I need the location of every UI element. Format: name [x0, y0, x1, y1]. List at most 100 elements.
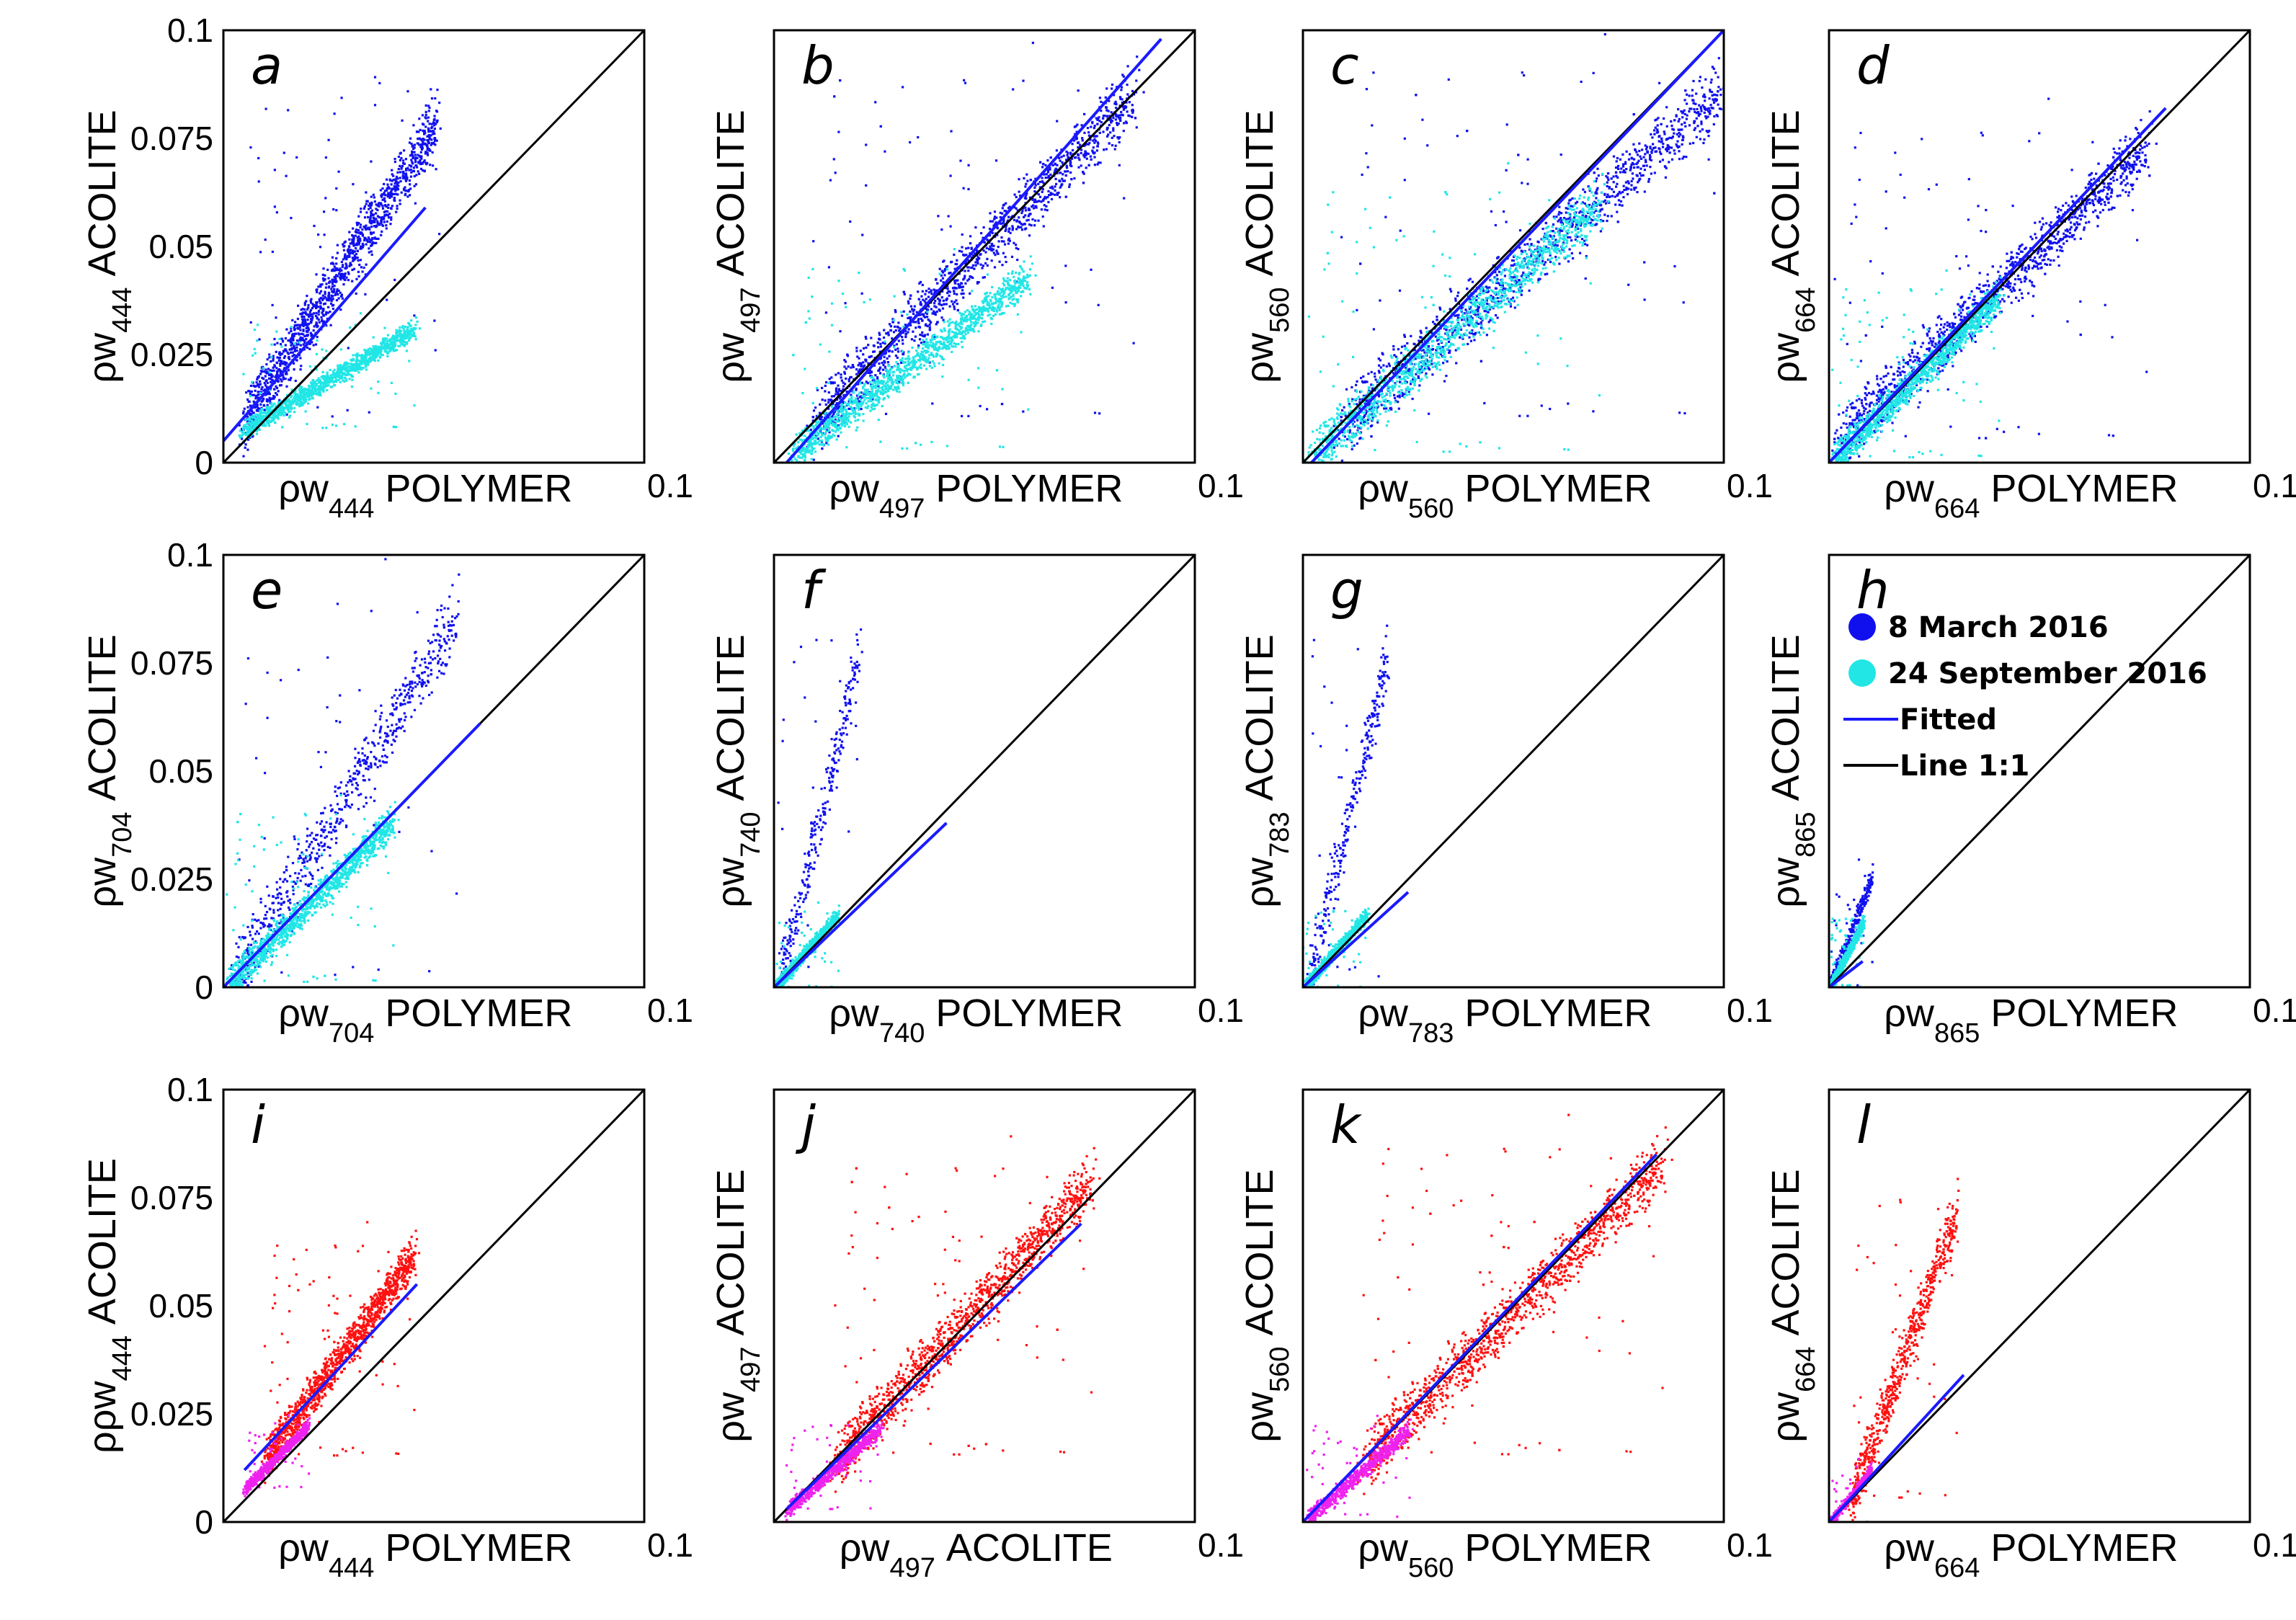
data-point	[879, 357, 883, 360]
data-point	[388, 346, 392, 349]
data-point	[1069, 159, 1072, 163]
data-point	[264, 411, 267, 414]
data-point	[1046, 171, 1049, 174]
data-point	[1093, 141, 1096, 144]
data-point	[276, 415, 279, 418]
data-point	[965, 247, 968, 250]
data-point	[940, 274, 943, 277]
data-point	[1115, 107, 1118, 110]
data-point	[298, 386, 301, 388]
data-point	[1112, 117, 1115, 120]
data-point	[263, 422, 266, 425]
data-point	[876, 341, 879, 344]
data-point	[288, 348, 291, 351]
data-point	[954, 345, 957, 348]
data-point	[357, 360, 360, 362]
data-point	[319, 307, 322, 310]
data-point	[335, 262, 338, 265]
data-point	[905, 332, 908, 335]
data-point	[368, 352, 370, 356]
data-point	[368, 218, 371, 222]
data-point	[393, 345, 396, 348]
data-point	[1095, 149, 1098, 152]
data-point	[365, 243, 368, 246]
data-point	[324, 302, 326, 305]
data-point	[318, 380, 321, 383]
data-point	[310, 301, 313, 304]
data-point	[424, 116, 427, 119]
data-point	[856, 355, 859, 358]
data-point	[323, 384, 326, 387]
data-point	[917, 290, 920, 293]
data-point	[254, 425, 257, 428]
data-point	[256, 404, 259, 407]
data-point	[855, 397, 858, 400]
data-point	[341, 375, 344, 378]
data-point	[383, 193, 386, 196]
data-point	[410, 153, 413, 156]
data-point	[1135, 79, 1138, 82]
data-point	[389, 191, 392, 194]
data-point	[373, 225, 375, 228]
data-point	[854, 400, 857, 403]
data-point	[250, 424, 253, 427]
data-point	[974, 226, 977, 229]
data-point	[1102, 117, 1105, 120]
data-point	[962, 337, 965, 339]
data-point	[957, 342, 960, 346]
data-point	[908, 316, 911, 319]
data-point	[342, 365, 344, 368]
data-point	[929, 341, 932, 344]
data-point	[330, 262, 333, 265]
data-point	[878, 331, 881, 334]
data-point	[402, 340, 406, 343]
data-point	[845, 306, 847, 308]
data-point	[865, 337, 868, 340]
data-point	[413, 174, 416, 178]
data-point	[297, 398, 300, 401]
data-point	[342, 264, 344, 267]
data-point	[344, 278, 347, 281]
data-point	[979, 324, 982, 327]
data-point	[243, 407, 246, 410]
data-point	[270, 411, 272, 414]
data-point	[972, 316, 975, 319]
data-point	[335, 280, 338, 283]
data-point	[943, 303, 945, 306]
data-point	[296, 326, 299, 329]
data-point	[337, 378, 340, 382]
data-point	[809, 432, 811, 435]
data-point	[1042, 182, 1045, 184]
data-point	[307, 303, 310, 307]
data-point	[329, 311, 332, 313]
data-point	[997, 303, 1000, 306]
data-point	[361, 233, 365, 236]
data-point	[1048, 194, 1051, 197]
data-point	[970, 266, 973, 270]
data-point	[414, 202, 417, 205]
data-point	[363, 349, 366, 352]
data-point	[1054, 169, 1056, 172]
data-point	[989, 220, 992, 223]
data-point	[315, 393, 318, 396]
data-point	[1054, 163, 1057, 166]
data-point	[377, 380, 380, 383]
data-point	[361, 242, 364, 245]
data-point	[350, 249, 352, 252]
data-point	[395, 180, 398, 183]
data-point	[406, 195, 409, 198]
data-point	[316, 406, 319, 409]
data-point	[296, 393, 299, 396]
data-point	[1096, 163, 1099, 166]
data-point	[393, 344, 396, 347]
data-point	[413, 314, 416, 317]
data-point	[399, 332, 401, 336]
data-point	[249, 404, 252, 407]
data-point	[379, 352, 382, 355]
data-point	[421, 139, 424, 142]
data-point	[414, 161, 417, 164]
data-point	[336, 288, 339, 291]
data-point	[884, 382, 887, 385]
data-point	[340, 294, 343, 298]
data-point	[273, 364, 276, 367]
